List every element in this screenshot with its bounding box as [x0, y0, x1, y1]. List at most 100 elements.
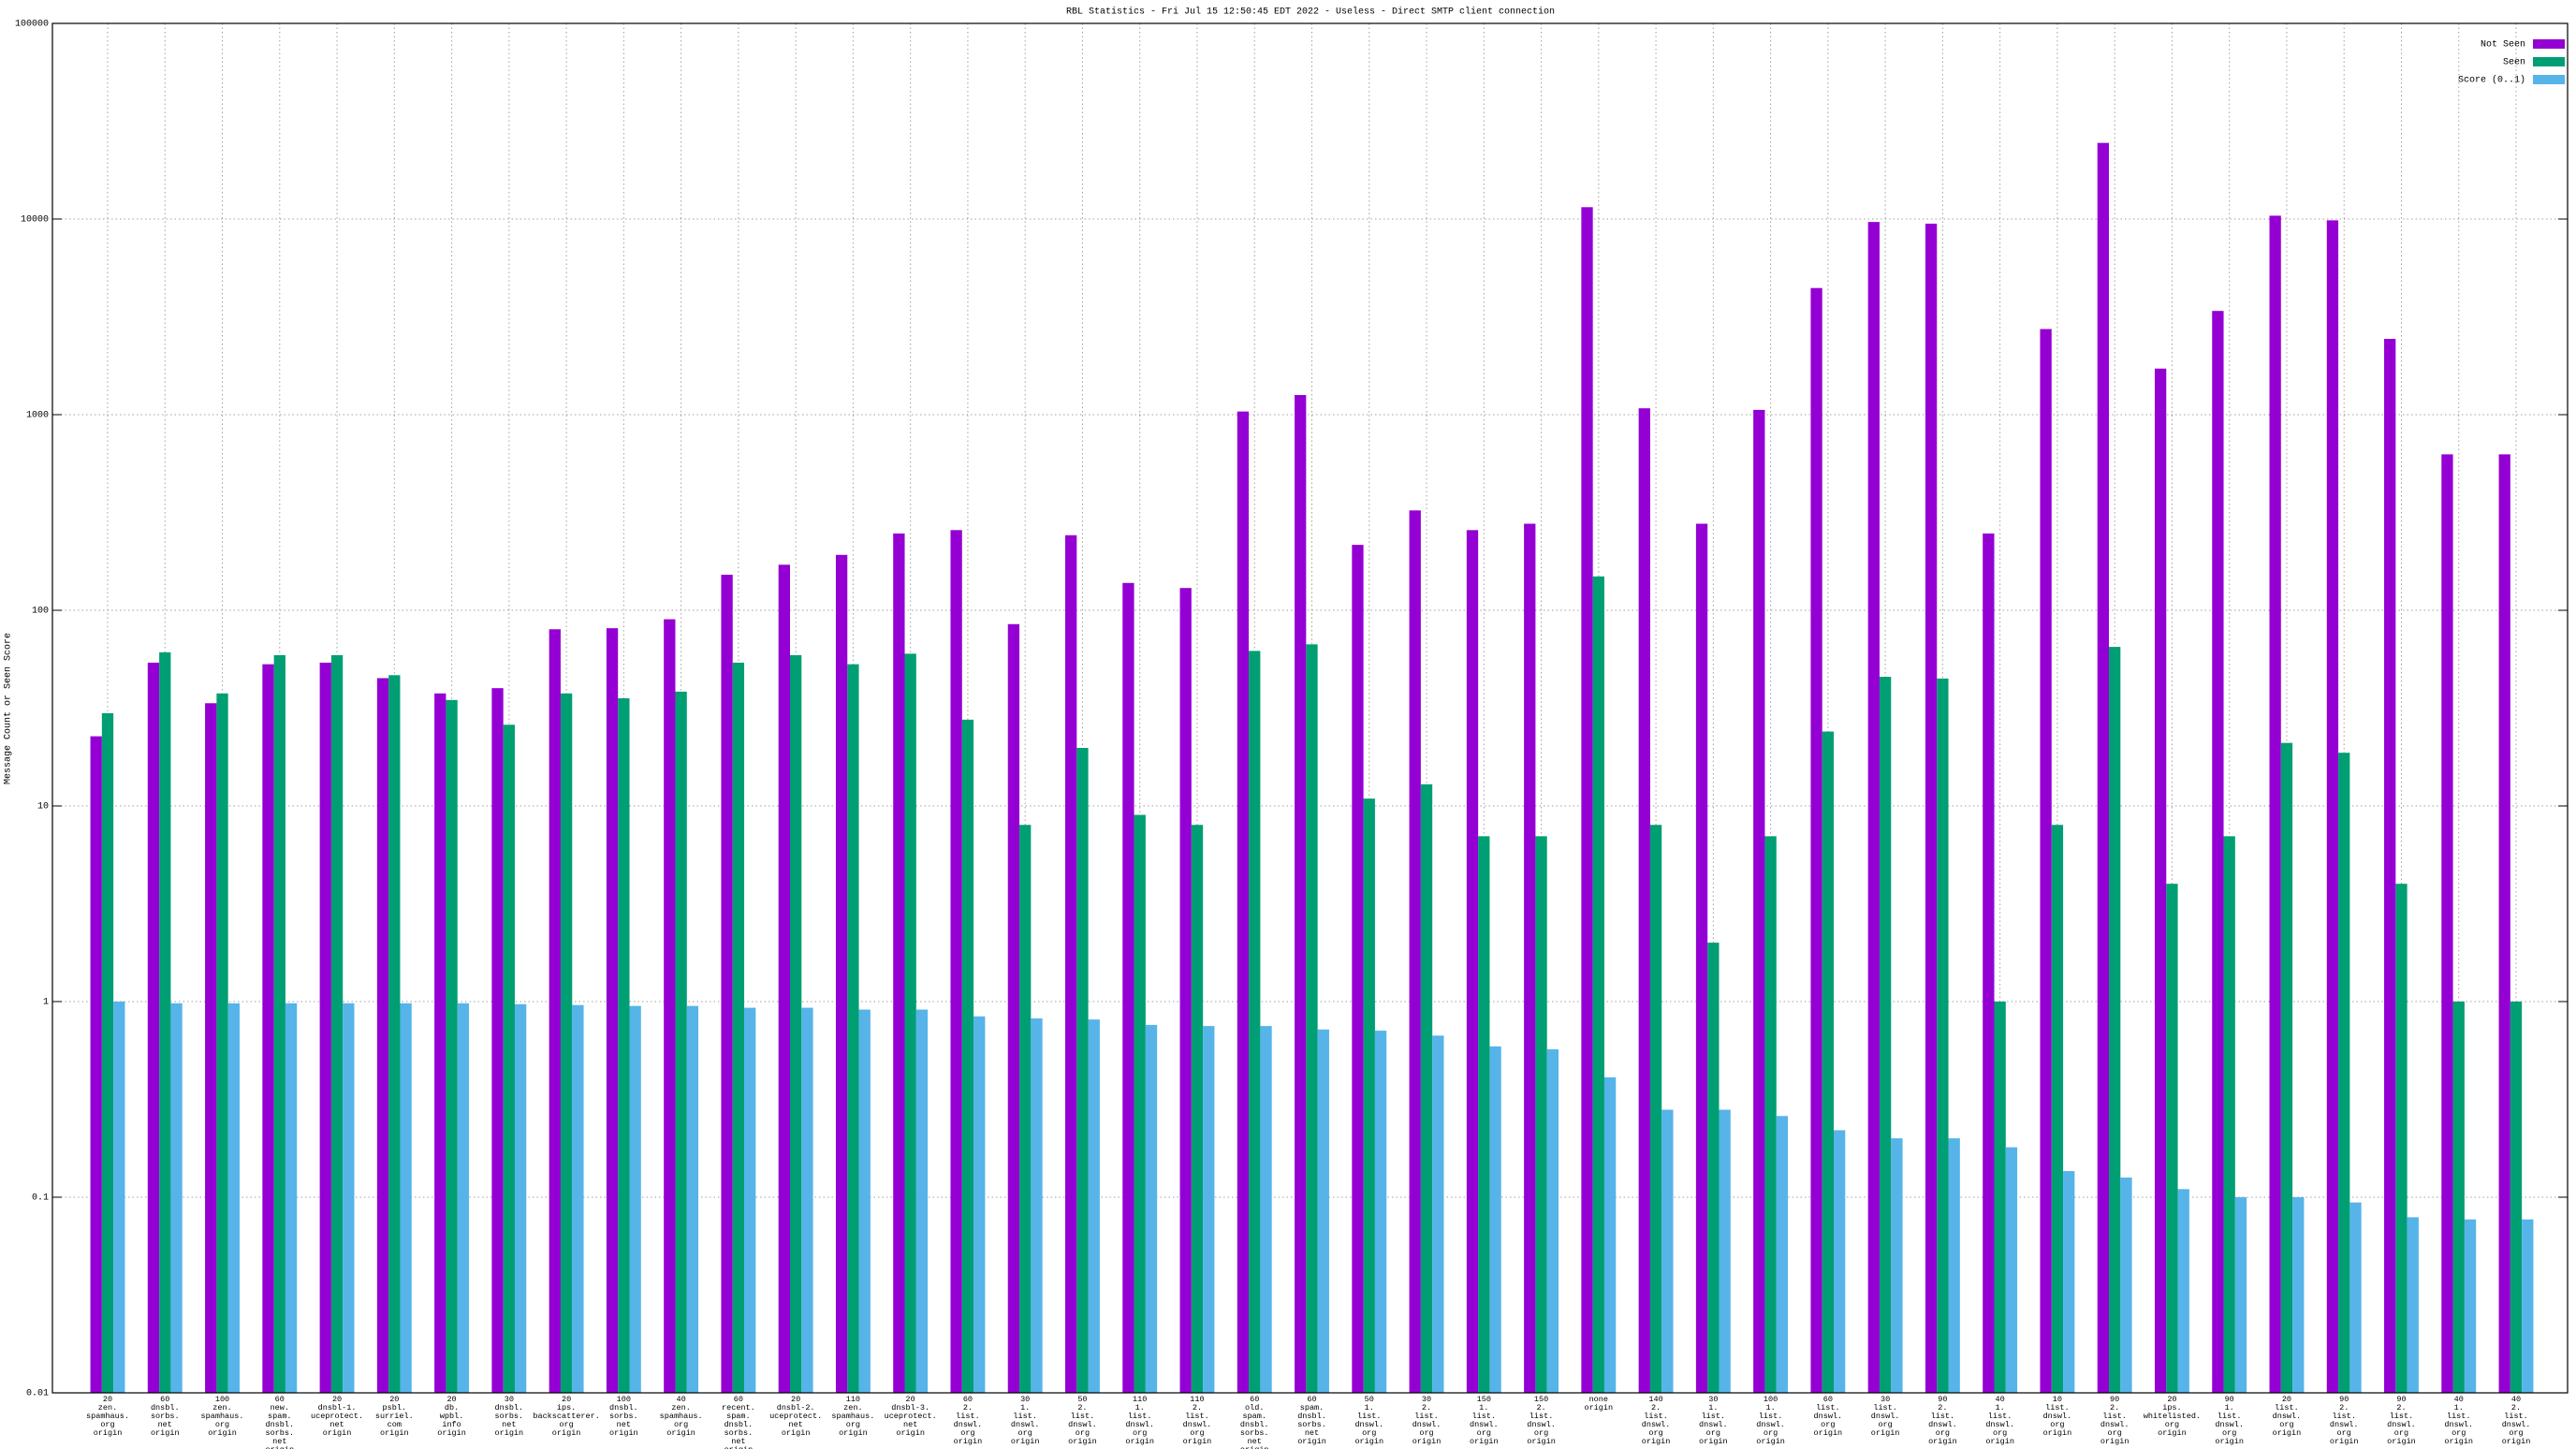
x-tick-label: 30 1. list. dnswl. org origin — [1010, 1395, 1040, 1446]
bar — [2212, 311, 2224, 1394]
bar — [675, 691, 687, 1393]
bar — [1925, 223, 1938, 1393]
bar — [1260, 1026, 1272, 1393]
bar — [1363, 798, 1375, 1393]
x-tick-label: 60 list. dnswl. org origin — [1813, 1395, 1843, 1438]
x-tick-label: 20 dnsbl-1. uceprotect. net origin — [310, 1395, 364, 1438]
bar — [1603, 1076, 1617, 1393]
bar — [686, 1005, 699, 1393]
bar — [1695, 523, 1708, 1393]
legend-swatch — [2533, 39, 2565, 49]
bar — [560, 693, 573, 1393]
bar — [1466, 530, 1479, 1393]
bar — [1007, 623, 1020, 1393]
bar — [2522, 1219, 2534, 1393]
x-tick-label: 40 1. list. dnswl. org origin — [2444, 1395, 2474, 1446]
x-tick-label: 100 zen. spamhaus. org origin — [200, 1395, 244, 1438]
bar — [2384, 339, 2396, 1393]
x-tick-label: 90 1. list. dnswl. org origin — [2215, 1395, 2244, 1446]
x-tick-label: 20 db. wpbl. info origin — [437, 1395, 466, 1438]
bar — [1948, 1138, 1960, 1393]
x-tick-label: 150 1. list. dnswl. org origin — [1469, 1395, 1499, 1446]
bar — [572, 1004, 584, 1393]
y-tick-label: 10000 — [21, 215, 49, 226]
x-tick-label: 110 1. list. dnswl. org origin — [1125, 1395, 1155, 1446]
x-tick-label: 40 zen. spamhaus. org origin — [659, 1395, 703, 1438]
bar — [343, 1003, 355, 1393]
x-tick-label: 20 dnsbl-3. uceprotect. net origin — [884, 1395, 937, 1438]
bar — [2326, 220, 2339, 1393]
y-tick-label: 0.1 — [32, 1193, 49, 1204]
bar — [1076, 747, 1089, 1393]
x-tick-label: 30 1. list. dnswl. org origin — [1699, 1395, 1728, 1446]
x-tick-label: 60 2. list. dnswl. org origin — [953, 1395, 983, 1446]
bar — [446, 699, 458, 1393]
bar — [2349, 1202, 2362, 1393]
bar — [1420, 783, 1433, 1393]
legend-label: Not Seen — [2481, 40, 2525, 51]
bar — [2498, 454, 2510, 1393]
legend-label: Seen — [2503, 58, 2525, 68]
y-tick-label: 100000 — [15, 20, 49, 30]
bar — [778, 564, 790, 1393]
bar — [514, 1003, 527, 1393]
chart-title: RBL Statistics - Fri Jul 15 12:50:45 EDT… — [1066, 7, 1555, 18]
x-tick-label: 60 recent. spam. dnsbl. sorbs. net origi… — [722, 1395, 755, 1449]
bar — [618, 698, 630, 1393]
bar — [1065, 534, 1077, 1393]
bar — [285, 1003, 298, 1393]
bar — [2234, 1197, 2247, 1393]
bar — [1753, 409, 1765, 1393]
bar — [1581, 207, 1593, 1393]
x-tick-label: 50 1. list. dnswl. org origin — [1354, 1395, 1384, 1446]
bar — [1649, 825, 1662, 1393]
x-tick-label: 110 zen. spamhaus. org origin — [831, 1395, 875, 1438]
bar — [1535, 836, 1547, 1393]
bar — [2338, 753, 2350, 1393]
bar — [1031, 1018, 1043, 1393]
bar — [1191, 825, 1204, 1393]
bar — [973, 1016, 986, 1393]
x-tick-label: 90 2. list. dnswl. org origin — [2387, 1395, 2416, 1446]
x-tick-label: 100 dnsbl. sorbs. net origin — [609, 1395, 638, 1438]
bar — [858, 1009, 871, 1393]
bar — [1661, 1109, 1674, 1393]
bar — [388, 675, 401, 1393]
bar — [1891, 1138, 1903, 1393]
x-tick-label: 100 1. list. dnswl. org origin — [1756, 1395, 1785, 1446]
bar — [2441, 454, 2453, 1393]
x-tick-label: 30 dnsbl. sorbs. net origin — [494, 1395, 524, 1438]
bar — [2452, 1002, 2465, 1393]
plot-frame — [51, 22, 2569, 1394]
bar — [503, 724, 515, 1393]
bar — [2464, 1219, 2477, 1393]
y-tick-label: 1 — [43, 998, 49, 1008]
x-tick-label: 110 2. list. dnswl. org origin — [1182, 1395, 1212, 1446]
bar — [2154, 368, 2167, 1394]
bar — [1203, 1026, 1215, 1393]
bar — [1822, 731, 1835, 1393]
bar — [1088, 1019, 1100, 1393]
bar — [2120, 1178, 2132, 1393]
x-tick-label: 90 2. list. dnswl. org origin — [2100, 1395, 2130, 1446]
bar — [2063, 1171, 2075, 1393]
x-tick-label: 20 dnsbl-2. uceprotect. net origin — [769, 1395, 823, 1438]
x-tick-label: 40 1. list. dnswl. org origin — [1985, 1395, 2014, 1446]
bar — [732, 662, 745, 1393]
bar — [1432, 1035, 1444, 1393]
bar — [216, 693, 228, 1393]
bar — [1867, 222, 1880, 1394]
bar — [262, 664, 274, 1393]
y-tick-label: 0.01 — [26, 1389, 49, 1399]
bar — [101, 712, 114, 1393]
bar — [2280, 742, 2293, 1393]
bar — [549, 629, 561, 1393]
bar — [2005, 1147, 2018, 1393]
bar — [1489, 1046, 1501, 1393]
bar — [1983, 533, 1995, 1393]
bar — [2109, 647, 2121, 1393]
bar — [744, 1007, 756, 1393]
bar — [1478, 836, 1490, 1393]
